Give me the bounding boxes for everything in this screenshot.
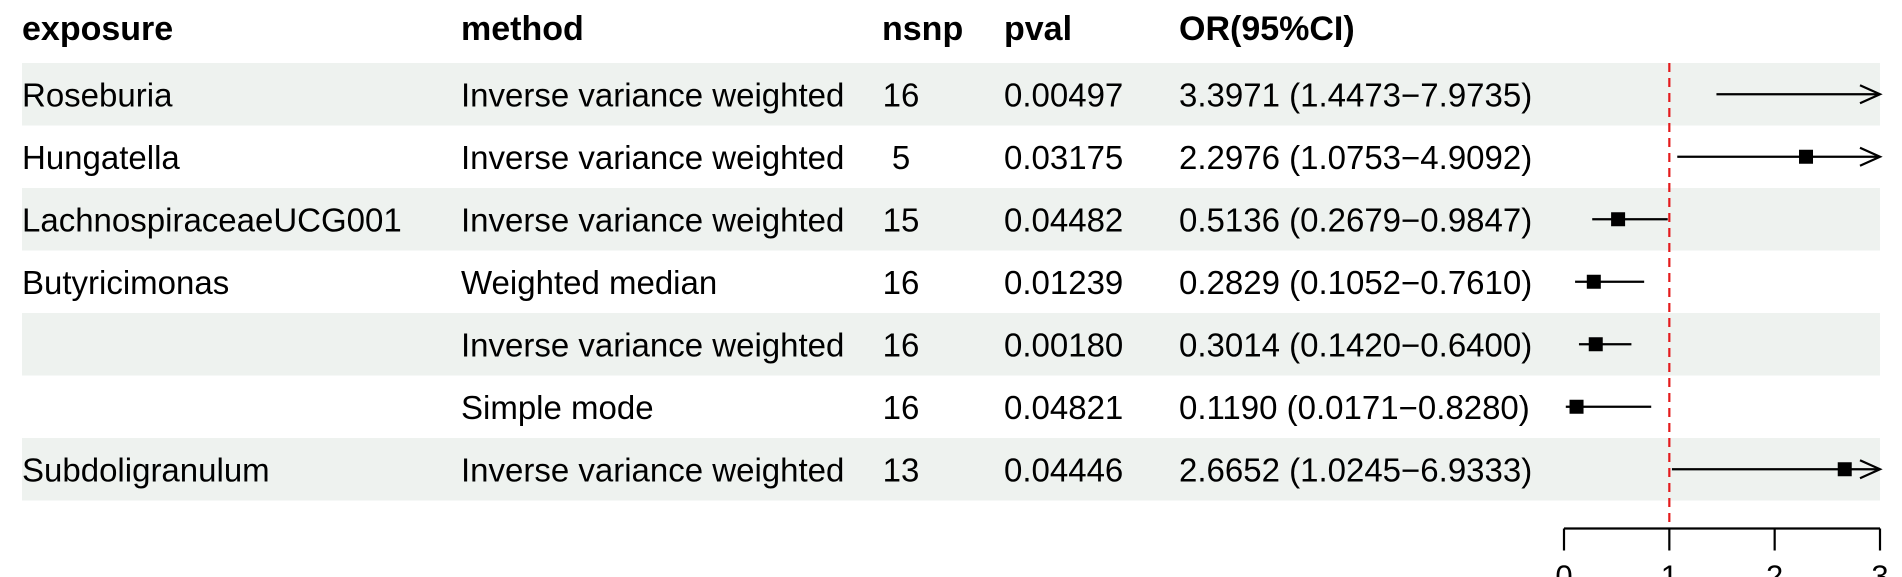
method-cell: Simple mode — [461, 389, 654, 426]
pval-cell: 0.03175 — [1004, 139, 1123, 176]
pval-cell: 0.04446 — [1004, 451, 1123, 488]
or-ci-cell: 2.2976 (1.0753−4.9092) — [1179, 139, 1532, 176]
or-ci-cell: 2.6652 (1.0245−6.9333) — [1179, 451, 1532, 488]
nsnp-cell: 16 — [883, 76, 920, 113]
row-stripe — [22, 438, 1880, 501]
method-cell: Inverse variance weighted — [461, 451, 844, 488]
or-ci-header: OR(95%CI) — [1179, 10, 1355, 48]
point-estimate — [1588, 337, 1603, 352]
method-header: method — [461, 10, 584, 48]
ci-arrow — [1859, 146, 1883, 167]
exposure-header: exposure — [22, 10, 173, 48]
or-ci-cell: 0.1190 (0.0171−0.8280) — [1179, 389, 1530, 426]
nsnp-cell: 16 — [883, 389, 920, 426]
nsnp-cell: 13 — [883, 451, 920, 488]
row-stripe — [22, 63, 1880, 126]
nsnp-cell: 16 — [883, 326, 920, 363]
or-ci-cell: 3.3971 (1.4473−7.9735) — [1179, 76, 1532, 113]
x-tick-label: 3 — [1871, 559, 1888, 577]
point-estimate — [1837, 462, 1852, 477]
row-stripe — [22, 188, 1880, 251]
method-cell: Inverse variance weighted — [461, 201, 844, 238]
or-ci-cell: 0.2829 (0.1052−0.7610) — [1179, 264, 1532, 301]
nsnp-cell: 5 — [892, 139, 910, 176]
exposure-cell: Hungatella — [22, 139, 180, 176]
exposure-cell: Subdoligranulum — [22, 451, 270, 488]
exposure-cell: LachnospiraceaeUCG001 — [22, 201, 402, 238]
ci-arrow — [1859, 84, 1883, 105]
x-tick-label: 2 — [1766, 559, 1783, 577]
point-estimate — [1586, 274, 1601, 289]
x-tick-label: 1 — [1661, 559, 1678, 577]
pval-cell: 0.01239 — [1004, 264, 1123, 301]
pval-header: pval — [1004, 10, 1072, 48]
pval-cell: 0.04482 — [1004, 201, 1123, 238]
nsnp-cell: 15 — [883, 201, 920, 238]
point-estimate — [1799, 149, 1814, 164]
method-cell: Inverse variance weighted — [461, 326, 844, 363]
x-tick-label: 0 — [1555, 559, 1572, 577]
pval-cell: 0.00497 — [1004, 76, 1123, 113]
method-cell: Inverse variance weighted — [461, 139, 844, 176]
nsnp-cell: 16 — [883, 264, 920, 301]
point-estimate — [1569, 399, 1584, 414]
or-ci-cell: 0.3014 (0.1420−0.6400) — [1179, 326, 1532, 363]
or-ci-cell: 0.5136 (0.2679−0.9847) — [1179, 201, 1532, 238]
point-estimate — [1611, 212, 1626, 227]
pval-cell: 0.00180 — [1004, 326, 1123, 363]
method-cell: Weighted median — [461, 264, 717, 301]
method-cell: Inverse variance weighted — [461, 76, 844, 113]
row-stripe — [22, 313, 1880, 376]
exposure-cell: Butyricimonas — [22, 264, 229, 301]
pval-cell: 0.04821 — [1004, 389, 1123, 426]
exposure-cell: Roseburia — [22, 76, 173, 113]
nsnp-header: nsnp — [882, 10, 963, 48]
ci-arrow — [1859, 459, 1883, 480]
